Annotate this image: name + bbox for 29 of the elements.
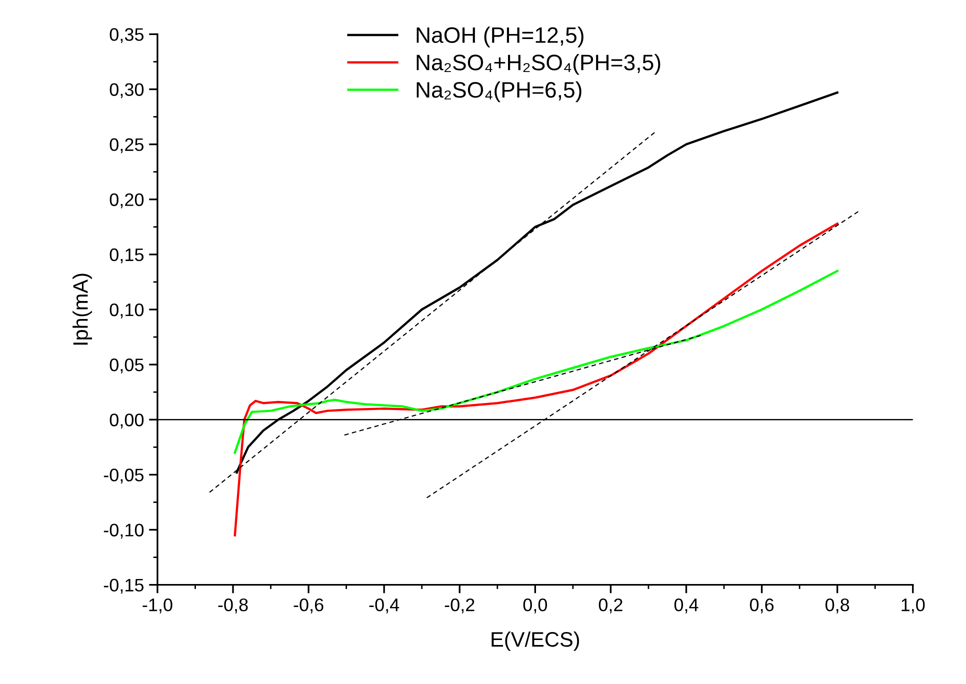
x-tick-label: -0,4	[369, 598, 400, 614]
y-tick-label: 0,05	[110, 358, 144, 374]
y-tick-label: 0,35	[110, 28, 144, 44]
x-tick-label: 0,6	[750, 598, 774, 614]
y-tick-label: 0,25	[110, 138, 144, 154]
x-tick-label: -1,0	[142, 598, 172, 614]
x-tick-label: 0,4	[674, 598, 698, 614]
y-tick-label: 0,10	[110, 303, 144, 318]
legend-label: Na₂SO₄+H₂SO₄(PH=3,5)	[416, 54, 660, 75]
x-tick-label: 1,0	[902, 598, 925, 614]
y-tick-label: 0,00	[110, 414, 144, 428]
x-tick-label: -0,8	[218, 598, 248, 614]
x-tick-label: 0,0	[523, 598, 548, 614]
y-tick-label: -0,05	[104, 468, 144, 484]
y-tick-label: 0,20	[110, 193, 144, 208]
y-tick-label: 0,30	[110, 83, 144, 98]
x-tick-label: -0,2	[444, 598, 474, 614]
legend-label: Na₂SO₄(PH=6,5)	[416, 81, 582, 102]
x-tick-label: 0,2	[598, 598, 622, 614]
x-tick-label: 0,8	[825, 598, 850, 614]
line-series	[234, 222, 838, 536]
y-axis-title: Iph(mA)	[72, 274, 92, 345]
y-tick-label: -0,10	[104, 524, 144, 539]
y-tick-label: 0,15	[110, 248, 144, 264]
legend-label: NaOH (PH=12,5)	[416, 26, 584, 48]
y-tick-label: -0,15	[104, 578, 144, 594]
x-axis-title: E(V/ECS)	[492, 632, 580, 651]
x-tick-label: -0,6	[294, 598, 324, 614]
line-series	[234, 270, 838, 454]
